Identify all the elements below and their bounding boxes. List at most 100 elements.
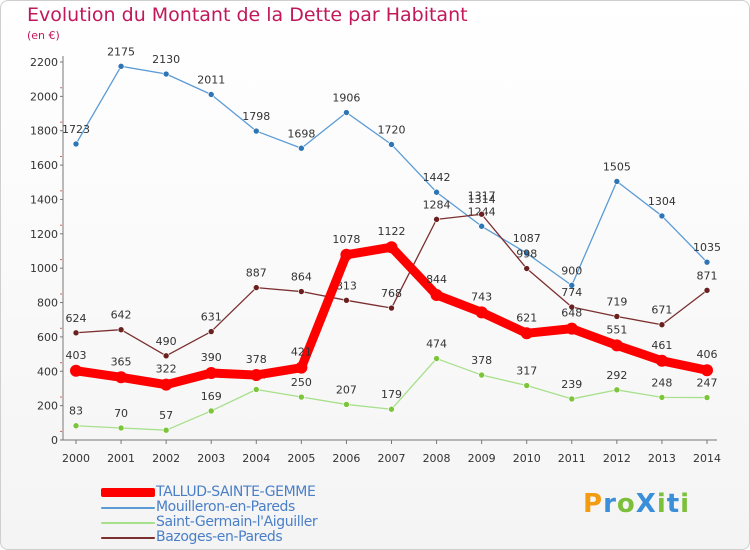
chart-title: Evolution du Montant de la Dette par Hab… bbox=[27, 4, 468, 26]
series-2-point-3 bbox=[207, 328, 215, 335]
series-3-label-0: 403 bbox=[66, 349, 87, 362]
y-tick-label-5: 1000 bbox=[30, 262, 58, 275]
series-2-label-7: 768 bbox=[381, 287, 402, 300]
x-tick-label-9: 2009 bbox=[468, 452, 496, 465]
series-0-point-8 bbox=[433, 188, 440, 196]
y-tick-label-4: 800 bbox=[37, 297, 58, 310]
series-3-point-10 bbox=[520, 327, 533, 340]
series-0-label-12: 1505 bbox=[603, 160, 631, 173]
series-0-point-12 bbox=[613, 178, 621, 185]
x-tick-label-13: 2013 bbox=[648, 452, 676, 465]
series-2-point-13 bbox=[658, 321, 666, 329]
series-1-label-14: 247 bbox=[697, 377, 718, 390]
x-tick-label-14: 2014 bbox=[693, 452, 721, 465]
y-tick-label-8: 1600 bbox=[30, 159, 58, 172]
series-2-point-10 bbox=[523, 265, 531, 272]
y-tick-label-0: 0 bbox=[51, 434, 58, 447]
y-tick-label-3: 600 bbox=[37, 331, 58, 344]
series-1-label-9: 378 bbox=[471, 354, 492, 367]
series-2-point-5 bbox=[298, 288, 305, 295]
series-2-point-14 bbox=[703, 287, 711, 294]
series-1-point-5 bbox=[298, 393, 305, 401]
series-0-label-2: 2130 bbox=[152, 53, 180, 66]
series-3-label-2: 322 bbox=[156, 363, 177, 376]
y-tick-label-7: 1400 bbox=[30, 193, 58, 206]
series-1-point-7 bbox=[388, 405, 395, 413]
series-3-point-0 bbox=[70, 364, 82, 377]
x-tick-label-8: 2008 bbox=[423, 452, 451, 465]
series-0-point-13 bbox=[658, 212, 666, 220]
series-2-label-6: 813 bbox=[336, 279, 357, 292]
series-1-label-5: 250 bbox=[291, 376, 312, 389]
y-tick-label-10: 2000 bbox=[30, 90, 58, 103]
series-1-label-6: 207 bbox=[336, 383, 357, 396]
series-3-label-3: 390 bbox=[201, 351, 222, 364]
series-2-point-1 bbox=[117, 326, 125, 333]
series-2-label-4: 887 bbox=[246, 267, 267, 280]
series-2-point-4 bbox=[252, 284, 260, 291]
legend-swatch-0 bbox=[101, 488, 155, 497]
series-2-label-14: 871 bbox=[697, 269, 718, 282]
series-1-point-3 bbox=[207, 407, 215, 415]
series-0-point-2 bbox=[162, 70, 170, 78]
series-0-label-11: 900 bbox=[561, 264, 582, 277]
legend-swatch-3 bbox=[101, 537, 155, 539]
legend-label-1: Mouilleron-en-Pareds bbox=[156, 499, 295, 515]
series-3-point-5 bbox=[295, 361, 308, 374]
series-2-point-6 bbox=[343, 297, 350, 304]
series-0-label-7: 1720 bbox=[378, 123, 406, 136]
series-1-label-8: 474 bbox=[426, 338, 447, 351]
series-0-label-4: 1798 bbox=[242, 110, 270, 123]
x-tick-label-5: 2005 bbox=[287, 452, 315, 465]
series-2-label-11: 774 bbox=[561, 286, 582, 299]
series-0-label-13: 1304 bbox=[648, 195, 676, 208]
series-0-point-1 bbox=[117, 62, 125, 70]
x-tick-label-10: 2010 bbox=[513, 452, 541, 465]
series-2-label-0: 624 bbox=[66, 312, 87, 325]
legend-swatch-2 bbox=[101, 522, 155, 524]
series-2-label-1: 642 bbox=[111, 309, 132, 322]
series-3-point-8 bbox=[430, 288, 443, 301]
series-1-point-11 bbox=[568, 395, 576, 403]
series-3-label-7: 1122 bbox=[378, 225, 406, 238]
series-3-label-13: 461 bbox=[651, 339, 672, 352]
series-1-point-6 bbox=[343, 401, 350, 408]
x-tick-label-12: 2012 bbox=[603, 452, 631, 465]
series-0-point-7 bbox=[388, 141, 395, 148]
series-3-point-3 bbox=[205, 366, 218, 379]
legend-label-2: Saint-Germain-l'Aiguiller bbox=[156, 514, 318, 530]
series-0-label-1: 2175 bbox=[107, 45, 135, 58]
series-1-label-3: 169 bbox=[201, 390, 222, 403]
y-tick-label-11: 2200 bbox=[30, 56, 58, 69]
x-tick-label-4: 2004 bbox=[242, 452, 270, 465]
series-2-point-9 bbox=[478, 210, 485, 218]
series-1-label-1: 70 bbox=[114, 407, 128, 420]
series-0-point-3 bbox=[207, 91, 215, 98]
series-2-point-12 bbox=[613, 313, 621, 320]
series-0-label-14: 1035 bbox=[693, 241, 721, 254]
series-1-point-8 bbox=[433, 355, 440, 362]
x-tick-label-11: 2011 bbox=[558, 452, 586, 465]
series-3-label-6: 1078 bbox=[332, 233, 360, 246]
series-1-label-0: 83 bbox=[69, 405, 83, 418]
legend-swatch-1 bbox=[101, 507, 155, 509]
series-1-label-12: 292 bbox=[606, 369, 627, 382]
y-unit-label: (en €) bbox=[27, 29, 60, 42]
y-tick-label-2: 400 bbox=[37, 365, 58, 378]
series-0-point-6 bbox=[343, 109, 350, 116]
series-0-point-10 bbox=[523, 249, 531, 257]
series-3-label-9: 743 bbox=[471, 290, 492, 303]
x-tick-label-0: 2000 bbox=[62, 452, 90, 465]
series-3-point-9 bbox=[475, 306, 488, 319]
y-tick-label-9: 1800 bbox=[30, 125, 58, 138]
series-2-label-10: 998 bbox=[516, 248, 537, 261]
series-1-label-2: 57 bbox=[159, 409, 173, 422]
x-tick-label-2: 2002 bbox=[152, 452, 180, 465]
series-0-point-0 bbox=[72, 140, 80, 148]
series-3-label-8: 844 bbox=[426, 273, 447, 286]
series-0-point-9 bbox=[478, 222, 485, 230]
series-0-label-10: 1087 bbox=[513, 232, 541, 245]
series-2-label-13: 671 bbox=[651, 304, 672, 317]
series-0-label-8: 1442 bbox=[423, 171, 451, 184]
